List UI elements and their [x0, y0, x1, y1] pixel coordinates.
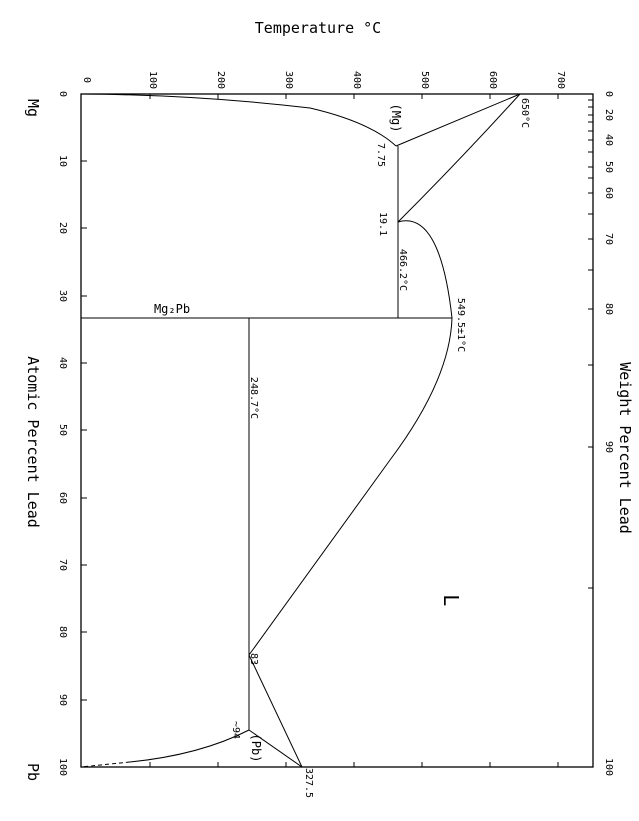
weight-tick-60: 60 [603, 187, 614, 199]
liquid-phase-label: L [439, 594, 463, 606]
pb-melting-label: 327.5 [303, 768, 314, 798]
temperature-ticks: 0 100 200 300 400 500 600 700 [81, 71, 566, 89]
eutectic1-temp-label: 466.2°C [397, 249, 408, 291]
mg-phase-label: (Mg) [389, 104, 403, 133]
pb-phase-label: (Pb) [249, 734, 263, 763]
atomic-tick-20: 20 [57, 222, 68, 234]
mg-solubility-label: 7.75 [375, 143, 386, 167]
mg-solidus-line [395, 93, 521, 147]
atomic-ticks: 0 10 20 30 40 50 60 70 80 90 100 [57, 91, 68, 776]
atomic-tick-80: 80 [57, 626, 68, 638]
pb-solubility-label: ~94 [230, 721, 241, 739]
temp-tick-100: 100 [147, 71, 158, 89]
atomic-tick-100: 100 [57, 758, 68, 776]
plot-frame [80, 93, 594, 768]
mg-liquidus-line [397, 93, 521, 223]
atomic-tick-70: 70 [57, 559, 68, 571]
atomic-tick-30: 30 [57, 290, 68, 302]
atomic-tick-10: 10 [57, 155, 68, 167]
pb-solvus-dashed [80, 761, 131, 768]
weight-axis-title: Weight Percent Lead [616, 362, 634, 534]
temperature-tick-marks [149, 94, 559, 767]
mg-element-label: Mg [24, 99, 42, 117]
weight-tick-70: 70 [603, 233, 614, 245]
temp-tick-500: 500 [419, 71, 430, 89]
temp-tick-300: 300 [283, 71, 294, 89]
mg2pb-liquidus-curve [248, 220, 453, 656]
temp-tick-700: 700 [555, 71, 566, 89]
pb-element-label: Pb [24, 763, 42, 781]
compound-melting-label: 549.5±1°C [455, 298, 466, 352]
temp-tick-400: 400 [351, 71, 362, 89]
atomic-tick-0: 0 [57, 91, 68, 97]
weight-tick-marks [588, 99, 593, 589]
weight-tick-100: 100 [603, 758, 614, 776]
eutectic2-comp-label: 83 [248, 653, 259, 665]
pb-solvus-curve [129, 729, 250, 763]
weight-tick-50: 50 [603, 161, 614, 173]
eutectic2-temp-label: 248.7°C [248, 377, 259, 419]
eutectic1-comp-label: 19.1 [377, 212, 388, 236]
mg-solvus-curve [83, 93, 397, 147]
atomic-axis-title: Atomic Percent Lead [24, 356, 42, 528]
pb-liquidus-line [248, 654, 303, 768]
temp-tick-200: 200 [215, 71, 226, 89]
temperature-axis-title: Temperature °C [255, 19, 381, 37]
weight-tick-40: 40 [603, 134, 614, 146]
atomic-tick-90: 90 [57, 694, 68, 706]
atomic-tick-40: 40 [57, 357, 68, 369]
temp-tick-0: 0 [81, 77, 92, 83]
mg-melting-label: 650°C [519, 98, 530, 128]
atomic-tick-60: 60 [57, 492, 68, 504]
atomic-tick-50: 50 [57, 424, 68, 436]
weight-tick-20: 20 [603, 109, 614, 121]
pb-solidus-line [248, 729, 303, 768]
temp-tick-600: 600 [487, 71, 498, 89]
atomic-tick-marks [81, 160, 87, 701]
weight-tick-90: 90 [603, 441, 614, 453]
weight-tick-80: 80 [603, 303, 614, 315]
compound-label: Mg₂Pb [154, 302, 190, 316]
weight-tick-0: 0 [603, 91, 614, 97]
weight-ticks: 0 20 40 50 60 70 80 90 100 [603, 91, 614, 776]
